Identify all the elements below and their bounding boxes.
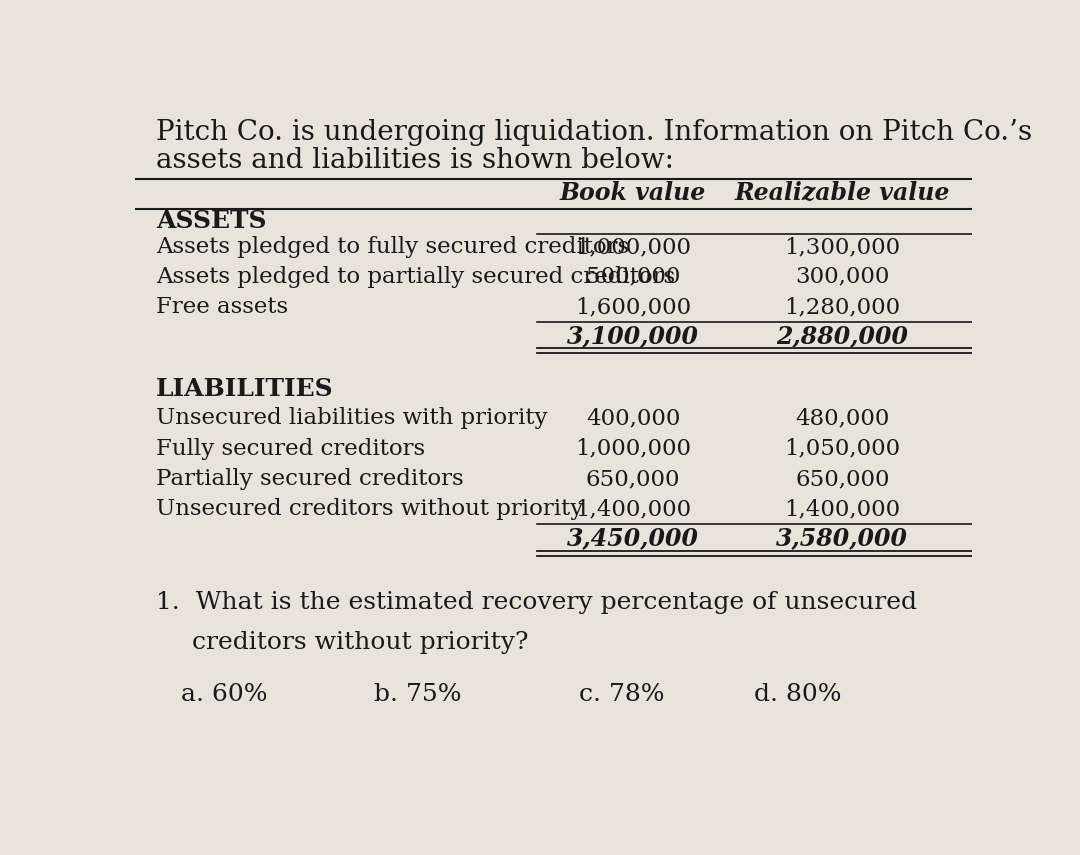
Text: 300,000: 300,000 (795, 266, 890, 288)
Text: Unsecured liabilities with priority: Unsecured liabilities with priority (156, 408, 548, 429)
Text: 2,880,000: 2,880,000 (777, 324, 908, 348)
Text: 1,400,000: 1,400,000 (575, 498, 691, 521)
Text: 500,000: 500,000 (585, 266, 680, 288)
Text: 1.  What is the estimated recovery percentage of unsecured: 1. What is the estimated recovery percen… (156, 591, 917, 614)
Text: 400,000: 400,000 (585, 408, 680, 429)
Text: c. 78%: c. 78% (579, 683, 664, 706)
Text: LIABILITIES: LIABILITIES (156, 377, 334, 401)
Text: 1,400,000: 1,400,000 (784, 498, 901, 521)
Text: b. 75%: b. 75% (374, 683, 461, 706)
Text: creditors without priority?: creditors without priority? (192, 631, 528, 653)
Text: 1,300,000: 1,300,000 (784, 236, 901, 258)
Text: 1,050,000: 1,050,000 (784, 438, 901, 460)
Text: 480,000: 480,000 (795, 408, 890, 429)
Text: 650,000: 650,000 (585, 468, 680, 490)
Text: Book value: Book value (559, 181, 706, 205)
Text: 650,000: 650,000 (795, 468, 890, 490)
Text: assets and liabilities is shown below:: assets and liabilities is shown below: (156, 147, 674, 174)
Text: a. 60%: a. 60% (181, 683, 268, 706)
Text: 3,450,000: 3,450,000 (567, 527, 699, 551)
Text: Partially secured creditors: Partially secured creditors (156, 468, 463, 490)
Text: 3,580,000: 3,580,000 (777, 527, 908, 551)
Text: 1,000,000: 1,000,000 (575, 438, 691, 460)
Text: 3,100,000: 3,100,000 (567, 324, 699, 348)
Text: Free assets: Free assets (156, 296, 288, 318)
Text: 1,280,000: 1,280,000 (784, 296, 901, 318)
Text: Pitch Co. is undergoing liquidation. Information on Pitch Co.’s: Pitch Co. is undergoing liquidation. Inf… (156, 119, 1032, 146)
Text: Fully secured creditors: Fully secured creditors (156, 438, 426, 460)
Text: Realizable value: Realizable value (734, 181, 950, 205)
Text: Unsecured creditors without priority: Unsecured creditors without priority (156, 498, 583, 521)
Text: d. 80%: d. 80% (754, 683, 842, 706)
Text: 1,000,000: 1,000,000 (575, 236, 691, 258)
Text: Assets pledged to fully secured creditors: Assets pledged to fully secured creditor… (156, 236, 629, 258)
Text: 1,600,000: 1,600,000 (575, 296, 691, 318)
Text: ASSETS: ASSETS (156, 209, 267, 233)
Text: Assets pledged to partially secured creditors: Assets pledged to partially secured cred… (156, 266, 675, 288)
